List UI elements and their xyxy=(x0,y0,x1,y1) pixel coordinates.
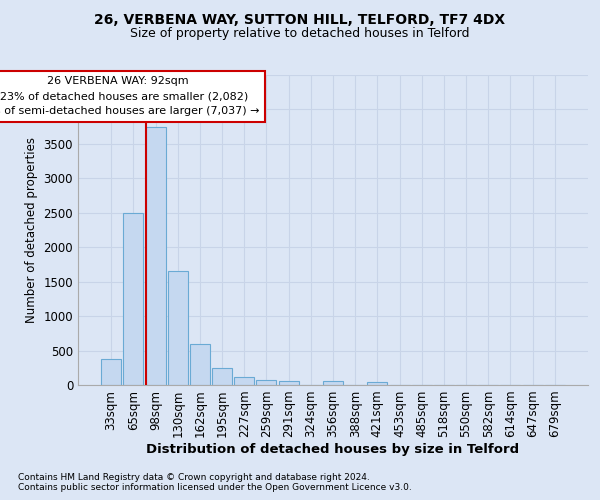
Text: Distribution of detached houses by size in Telford: Distribution of detached houses by size … xyxy=(146,442,520,456)
Bar xyxy=(234,378,254,385)
Y-axis label: Number of detached properties: Number of detached properties xyxy=(25,137,38,323)
Bar xyxy=(212,368,232,385)
Bar xyxy=(256,380,277,385)
Bar xyxy=(101,359,121,385)
Text: Contains HM Land Registry data © Crown copyright and database right 2024.: Contains HM Land Registry data © Crown c… xyxy=(18,472,370,482)
Text: 26 VERBENA WAY: 92sqm
← 23% of detached houses are smaller (2,082)
76% of semi-d: 26 VERBENA WAY: 92sqm ← 23% of detached … xyxy=(0,76,260,116)
Text: Size of property relative to detached houses in Telford: Size of property relative to detached ho… xyxy=(130,28,470,40)
Bar xyxy=(323,380,343,385)
Text: 26, VERBENA WAY, SUTTON HILL, TELFORD, TF7 4DX: 26, VERBENA WAY, SUTTON HILL, TELFORD, T… xyxy=(94,12,506,26)
Bar xyxy=(190,344,210,385)
Bar xyxy=(146,126,166,385)
Bar xyxy=(278,381,299,385)
Text: Contains public sector information licensed under the Open Government Licence v3: Contains public sector information licen… xyxy=(18,482,412,492)
Bar xyxy=(168,272,188,385)
Bar xyxy=(367,382,388,385)
Bar xyxy=(124,213,143,385)
